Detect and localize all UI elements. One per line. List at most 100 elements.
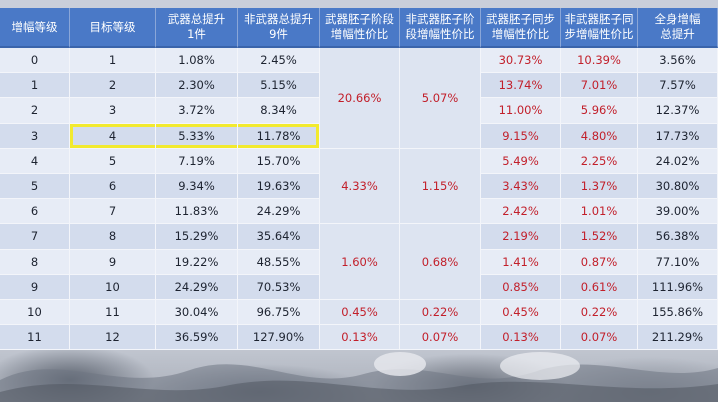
table-row: 11 12 36.59% 127.90% 0.13% 0.07% 0.13% 0.07% 211… — [0, 325, 718, 351]
table-row: 1 2 2.30% 5.15% 13.74% 7.01% 7.57% — [0, 73, 718, 99]
cell-level: 3 — [0, 123, 70, 149]
cell-weapon-total: 15.29% — [156, 224, 238, 250]
cell-full-body-total: 7.57% — [638, 73, 718, 99]
cell-level: 1 — [0, 73, 70, 99]
cell-weapon-total: 2.30% — [156, 73, 238, 99]
header-level: 增幅等级 — [0, 8, 70, 48]
cell-nonweapon-total: 8.34% — [238, 98, 320, 124]
cell-level: 2 — [0, 98, 70, 124]
cell-target-level: 1 — [70, 48, 156, 74]
cell-weapon-stage-value: 1.60% — [320, 224, 400, 300]
cell-nonweapon-stage-value: 1.15% — [400, 148, 481, 225]
header-full-body-total: 全身增幅 总提升 — [638, 8, 718, 48]
cell-nonweapon-sync-value: 0.22% — [561, 299, 638, 326]
cell-nonweapon-total: 15.70% — [238, 148, 320, 174]
cell-weapon-sync-value: 9.15% — [481, 123, 561, 149]
cell-target-level: 12 — [70, 325, 156, 351]
cell-target-level: 6 — [70, 173, 156, 200]
cell-weapon-sync-value: 2.19% — [481, 224, 561, 250]
cell-full-body-total: 111.96% — [638, 274, 718, 300]
cell-weapon-sync-value: 5.49% — [481, 148, 561, 174]
table-body: 0 1 1.08% 2.45% 20.66% 5.07% 30.73% 10.39% 3.56%… — [0, 48, 718, 351]
cell-weapon-stage-value: 20.66% — [320, 48, 400, 149]
table-row: 0 1 1.08% 2.45% 20.66% 5.07% 30.73% 10.39% 3.56% — [0, 48, 718, 149]
cell-level: 8 — [0, 249, 70, 275]
cell-nonweapon-sync-value: 10.39% — [561, 48, 638, 74]
cell-full-body-total: 155.86% — [638, 299, 718, 326]
table-row: 10 11 30.04% 96.75% 0.45% 0.22% 0.45% 0.22% 155.… — [0, 299, 718, 326]
cell-nonweapon-sync-value: 2.25% — [561, 148, 638, 174]
cell-nonweapon-sync-value: 4.80% — [561, 123, 638, 149]
cell-full-body-total: 3.56% — [638, 48, 718, 74]
cell-nonweapon-total: 127.90% — [238, 325, 320, 351]
cell-nonweapon-total: 19.63% — [238, 173, 320, 200]
header-nonweapon-total: 非武器总提升 9件 — [238, 8, 320, 48]
header-target-level: 目标等级 — [70, 8, 156, 48]
table-row: 7 8 15.29% 35.64% 1.60% 0.68% 2.19% 1.52% 56.38% — [0, 224, 718, 300]
cell-nonweapon-total: 35.64% — [238, 224, 320, 250]
cell-target-level: 9 — [70, 249, 156, 275]
cell-full-body-total: 24.02% — [638, 148, 718, 174]
cell-weapon-sync-value: 13.74% — [481, 73, 561, 99]
cell-weapon-sync-value: 1.41% — [481, 249, 561, 275]
cell-full-body-total: 39.00% — [638, 199, 718, 225]
cell-nonweapon-total: 70.53% — [238, 274, 320, 300]
header-weapon-sync-value: 武器胚子同步 增幅性价比 — [481, 8, 561, 48]
cell-nonweapon-total: 96.75% — [238, 299, 320, 326]
cell-target-level: 2 — [70, 73, 156, 99]
cell-target-level: 8 — [70, 224, 156, 250]
header-weapon-total: 武器总提升 1件 — [156, 8, 238, 48]
cell-nonweapon-total: 2.45% — [238, 48, 320, 74]
cell-target-level: 10 — [70, 274, 156, 300]
cell-target-level: 5 — [70, 148, 156, 174]
cell-nonweapon-stage-value: 0.22% — [400, 299, 481, 326]
cell-nonweapon-stage-value: 0.68% — [400, 224, 481, 300]
table-row: 5 6 9.34% 19.63% 3.43% 1.37% 30.80% — [0, 173, 718, 200]
cell-weapon-total: 24.29% — [156, 274, 238, 300]
table-header-row: 增幅等级 目标等级 武器总提升 1件 非武器总提升 9件 武器胚子阶段 增幅性价比 非武器胚子阶… — [0, 8, 718, 48]
cell-nonweapon-sync-value: 5.96% — [561, 98, 638, 124]
cell-weapon-sync-value: 30.73% — [481, 48, 561, 74]
cell-weapon-stage-value: 0.13% — [320, 325, 400, 351]
cell-full-body-total: 12.37% — [638, 98, 718, 124]
cell-target-level: 3 — [70, 98, 156, 124]
cell-full-body-total: 56.38% — [638, 224, 718, 250]
cell-weapon-sync-value: 11.00% — [481, 98, 561, 124]
cell-weapon-total: 7.19% — [156, 148, 238, 174]
cell-weapon-stage-value: 4.33% — [320, 148, 400, 225]
cell-nonweapon-sync-value: 0.07% — [561, 325, 638, 351]
cell-full-body-total: 77.10% — [638, 249, 718, 275]
cell-nonweapon-sync-value: 1.37% — [561, 173, 638, 200]
cell-level: 10 — [0, 299, 70, 326]
table-row: 2 3 3.72% 8.34% 11.00% 5.96% 12.37% — [0, 98, 718, 124]
cell-weapon-total: 30.04% — [156, 299, 238, 326]
ink-wave-decoration — [0, 352, 718, 402]
table-row: 8 9 19.22% 48.55% 1.41% 0.87% 77.10% — [0, 249, 718, 275]
cell-weapon-sync-value: 3.43% — [481, 173, 561, 200]
cell-target-level: 4 — [70, 123, 156, 149]
cell-weapon-total: 3.72% — [156, 98, 238, 124]
cell-nonweapon-total: 48.55% — [238, 249, 320, 275]
cell-level: 0 — [0, 48, 70, 74]
cell-nonweapon-stage-value: 5.07% — [400, 48, 481, 149]
cell-level: 4 — [0, 148, 70, 174]
cell-level: 9 — [0, 274, 70, 300]
cell-weapon-total: 1.08% — [156, 48, 238, 74]
cell-level: 7 — [0, 224, 70, 250]
cell-target-level: 11 — [70, 299, 156, 326]
cell-weapon-total: 19.22% — [156, 249, 238, 275]
cell-weapon-sync-value: 0.45% — [481, 299, 561, 326]
cell-weapon-stage-value: 0.45% — [320, 299, 400, 326]
cell-level: 11 — [0, 325, 70, 351]
cell-weapon-total: 9.34% — [156, 173, 238, 200]
cell-weapon-sync-value: 0.85% — [481, 274, 561, 300]
cell-level: 6 — [0, 199, 70, 225]
cell-nonweapon-total: 11.78% — [238, 123, 320, 149]
cell-full-body-total: 211.29% — [638, 325, 718, 351]
cell-nonweapon-stage-value: 0.07% — [400, 325, 481, 351]
cell-weapon-total: 36.59% — [156, 325, 238, 351]
cell-nonweapon-sync-value: 1.52% — [561, 224, 638, 250]
table-row: 3 4 5.33% 11.78% 9.15% 4.80% 17.73% — [0, 123, 718, 149]
table-row: 6 7 11.83% 24.29% 2.42% 1.01% 39.00% — [0, 199, 718, 225]
cell-weapon-total: 11.83% — [156, 199, 238, 225]
